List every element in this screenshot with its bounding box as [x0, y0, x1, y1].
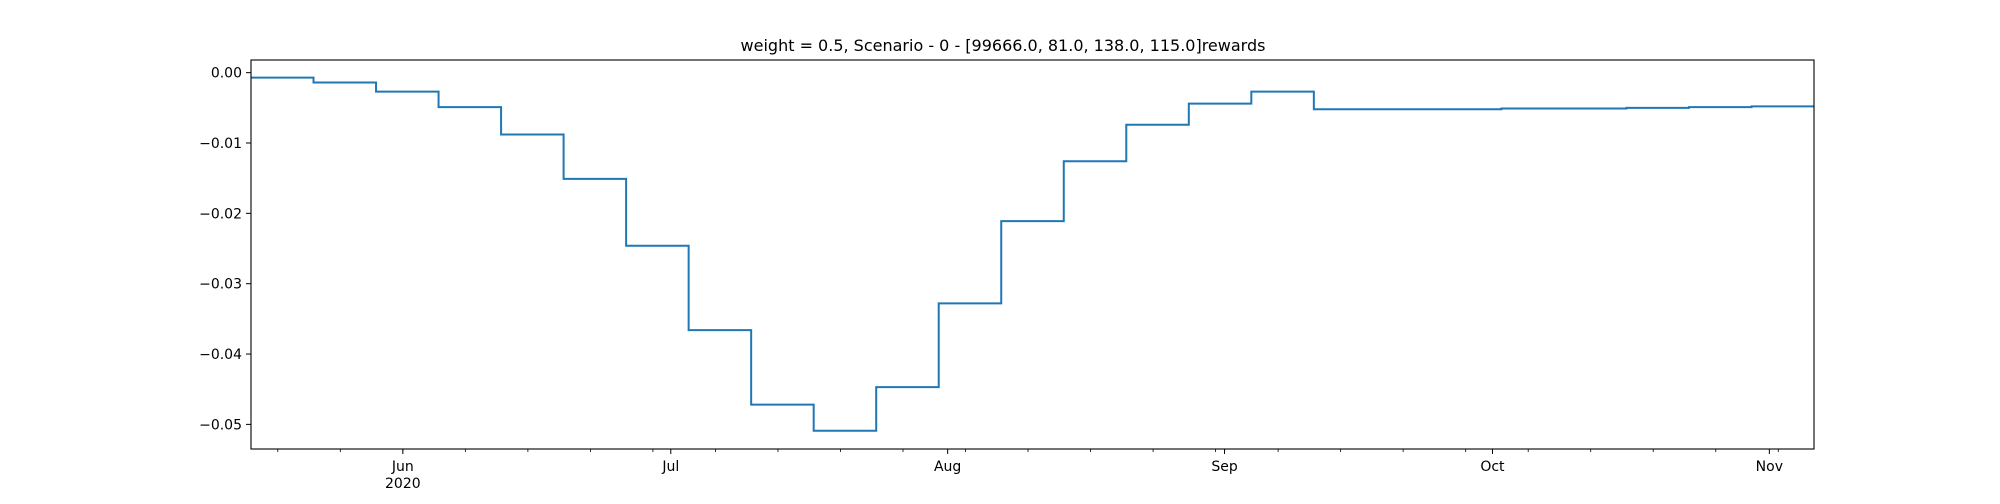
y-tick-label: −0.02 [199, 206, 242, 222]
y-axis: 0.00 −0.01 −0.02 −0.03 −0.04 −0.05 [199, 66, 251, 434]
x-tick-label: Nov [1756, 459, 1783, 475]
x-tick-year-label: 2020 [385, 476, 421, 492]
y-tick-label: −0.03 [199, 277, 242, 293]
series-layer [251, 78, 1814, 431]
y-tick-label: −0.01 [199, 136, 242, 152]
x-tick-label: Aug [934, 459, 961, 475]
x-tick-label: Jul [661, 459, 679, 475]
x-tick-label: Oct [1480, 459, 1505, 475]
y-tick-label: −0.04 [199, 347, 242, 363]
x-tick-label: Jun [391, 459, 414, 475]
x-tick-label: Sep [1211, 459, 1238, 475]
series-step-line [251, 78, 1814, 431]
plot-area-frame [251, 60, 1814, 449]
y-tick-label: 0.00 [211, 66, 242, 82]
chart-title: weight = 0.5, Scenario - 0 - [99666.0, 8… [741, 36, 1266, 55]
y-tick-label: −0.05 [199, 417, 242, 433]
